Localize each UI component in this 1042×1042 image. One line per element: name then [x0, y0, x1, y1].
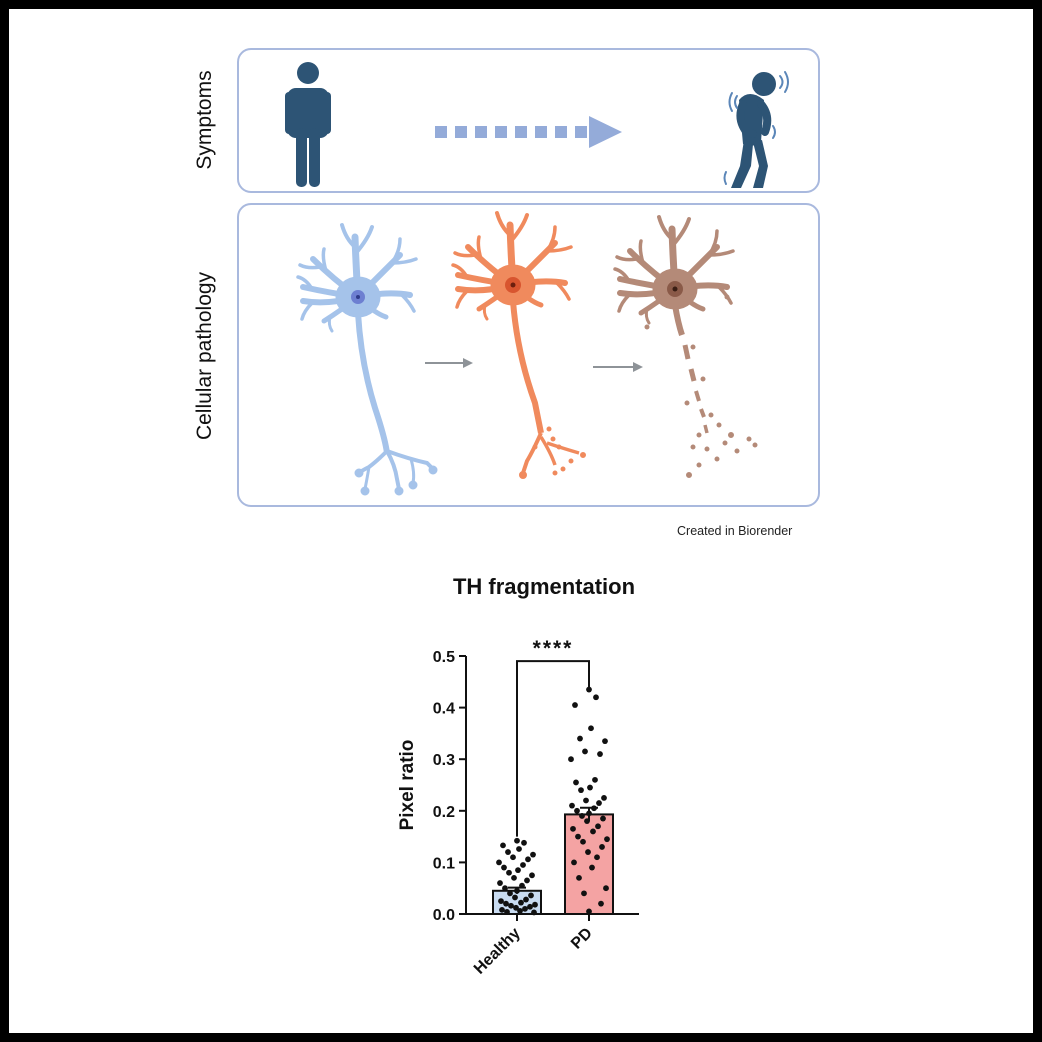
data-point-pd — [568, 756, 574, 763]
y-tick-label: 0.5 — [433, 649, 455, 666]
stressed-neuron — [453, 213, 586, 479]
data-point-healthy — [512, 894, 518, 901]
data-point-pd — [571, 859, 577, 866]
data-point-healthy — [515, 867, 521, 874]
data-point-pd — [570, 825, 576, 832]
data-point-pd — [597, 751, 603, 757]
data-point-pd — [581, 890, 587, 897]
data-point-pd — [586, 686, 592, 693]
data-point-healthy — [502, 885, 508, 892]
data-point-pd — [594, 854, 600, 861]
data-point-pd — [579, 813, 585, 819]
healthy-person-icon — [285, 62, 331, 187]
data-point-healthy — [508, 902, 514, 909]
transition-arrow-icon — [425, 358, 643, 372]
data-point-healthy — [516, 846, 522, 852]
data-point-healthy — [501, 864, 507, 871]
data-point-healthy — [500, 842, 506, 849]
data-point-healthy — [523, 896, 529, 903]
data-point-pd — [575, 833, 581, 840]
symptoms-panel — [237, 48, 820, 193]
y-tick-label: 0.3 — [433, 752, 455, 769]
data-point-healthy — [521, 839, 527, 846]
data-point-healthy — [499, 906, 505, 913]
data-point-healthy — [498, 898, 504, 904]
credit-text: Created in Biorender — [677, 524, 793, 538]
symptoms-label: Symptoms — [193, 70, 216, 170]
x-tick-label-pd: PD — [568, 925, 596, 953]
data-point-healthy — [513, 904, 519, 911]
pathology-label: Cellular pathology — [193, 271, 216, 441]
data-point-healthy — [505, 849, 511, 855]
data-point-pd — [574, 807, 580, 814]
y-tick-label: 0.2 — [433, 804, 455, 821]
parkinsonian-person-icon — [723, 71, 789, 188]
data-point-pd — [593, 694, 599, 701]
data-point-pd — [588, 725, 594, 732]
data-point-healthy — [529, 872, 535, 879]
data-point-healthy — [522, 905, 528, 912]
data-point-healthy — [503, 900, 509, 907]
degenerating-neuron — [615, 217, 758, 478]
significance-label: **** — [533, 637, 574, 660]
data-point-pd — [572, 702, 578, 708]
data-point-pd — [590, 828, 596, 835]
data-point-healthy — [525, 856, 531, 863]
pathology-illustration — [237, 203, 758, 496]
data-point-pd — [599, 844, 605, 850]
data-point-pd — [587, 784, 593, 791]
data-point-pd — [604, 836, 610, 843]
data-point-pd — [583, 797, 589, 804]
data-point-pd — [600, 815, 606, 822]
data-point-healthy — [528, 892, 534, 899]
data-point-pd — [573, 779, 579, 786]
data-point-pd — [596, 800, 602, 806]
data-point-healthy — [511, 874, 517, 881]
data-point-healthy — [530, 851, 536, 858]
data-point-pd — [585, 849, 591, 855]
data-point-pd — [603, 885, 609, 892]
y-tick-label: 0.4 — [433, 701, 455, 718]
symptoms-illustration — [285, 62, 789, 188]
fragmentation-chart: TH fragmentation Pixel ratio 0.0 0.1 0.2 0.… — [397, 574, 639, 978]
chart-title: TH fragmentation — [453, 574, 635, 599]
data-point-pd — [598, 900, 604, 907]
significance-bracket — [516, 660, 590, 837]
data-point-pd — [586, 908, 592, 915]
figure-canvas: Symptoms — [9, 9, 1033, 1033]
data-point-pd — [589, 864, 595, 871]
data-point-healthy — [514, 837, 520, 844]
data-point-pd — [569, 802, 575, 809]
data-point-healthy — [517, 908, 523, 914]
data-point-healthy — [518, 899, 524, 906]
data-point-healthy — [496, 859, 502, 866]
y-tick-label: 0.0 — [433, 907, 455, 924]
data-point-pd — [601, 795, 607, 801]
data-point-pd — [578, 787, 584, 794]
data-point-healthy — [524, 877, 530, 884]
healthy-neuron — [298, 225, 438, 496]
data-point-pd — [576, 874, 582, 881]
data-point-pd — [580, 838, 586, 845]
data-point-healthy — [510, 854, 516, 861]
data-point-pd — [582, 748, 588, 755]
data-point-pd — [602, 738, 608, 745]
data-point-healthy — [497, 880, 503, 886]
data-point-pd — [577, 735, 583, 742]
y-tick-label: 0.1 — [433, 855, 455, 872]
data-point-healthy — [520, 862, 526, 868]
data-point-healthy — [506, 869, 512, 876]
data-point-pd — [595, 823, 601, 830]
data-point-healthy — [527, 903, 533, 910]
data-point-healthy — [507, 890, 513, 897]
x-tick-label-healthy: Healthy — [471, 925, 524, 978]
y-axis-label: Pixel ratio — [397, 740, 418, 831]
data-point-pd — [592, 776, 598, 783]
progression-arrow-icon — [435, 116, 622, 148]
data-point-healthy — [532, 901, 538, 908]
